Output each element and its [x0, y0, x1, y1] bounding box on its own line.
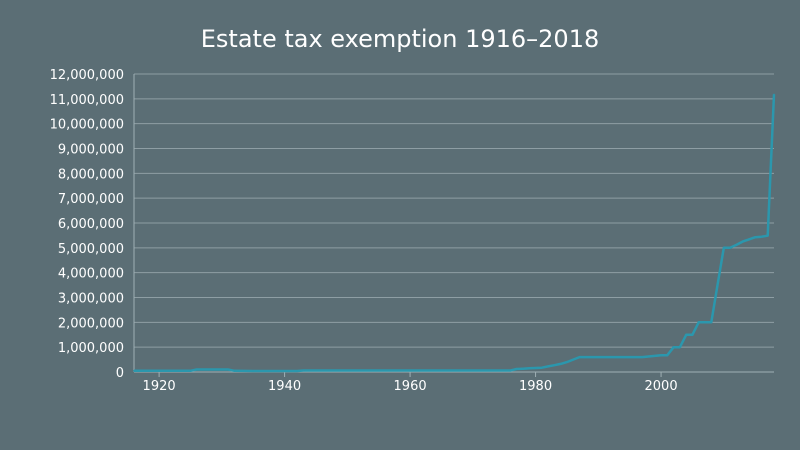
data-point: [189, 370, 192, 372]
data-point: [691, 334, 694, 336]
data-point: [233, 370, 236, 372]
data-point: [528, 367, 531, 370]
data-point: [534, 367, 537, 369]
chart-title: Estate tax exemption 1916–2018: [200, 25, 600, 53]
y-tick-label: 0: [116, 366, 124, 381]
data-point: [716, 284, 719, 286]
y-tick-label: 3,000,000: [58, 292, 124, 307]
data-point: [515, 368, 518, 370]
x-tick-label: 1920: [143, 379, 176, 394]
data-point: [541, 366, 543, 369]
data-point: [685, 334, 687, 336]
data-point: [566, 361, 568, 363]
data-point: [672, 346, 675, 349]
x-tick-label: 1940: [268, 379, 301, 394]
y-tick-label: 5,000,000: [58, 242, 124, 257]
data-point: [522, 367, 524, 370]
data-point: [296, 370, 298, 372]
series-layer: [133, 93, 776, 373]
data-point: [773, 93, 775, 96]
data-point: [647, 355, 650, 358]
y-tick-label: 11,000,000: [50, 93, 124, 108]
data-point: [195, 368, 198, 371]
data-point: [741, 240, 744, 243]
data-point: [710, 321, 713, 324]
data-point: [660, 354, 662, 357]
data-point: [723, 247, 725, 249]
y-tick-label: 6,000,000: [58, 217, 124, 232]
data-point: [302, 369, 305, 372]
data-point: [766, 234, 769, 237]
data-point: [666, 354, 669, 357]
data-point: [547, 365, 549, 368]
data-point: [679, 346, 681, 349]
data-point: [227, 368, 229, 371]
y-tick-label: 2,000,000: [58, 316, 124, 331]
y-tick-label: 1,000,000: [58, 341, 124, 356]
data-point: [729, 247, 731, 249]
y-tick-label: 10,000,000: [50, 118, 124, 133]
data-point: [578, 356, 581, 358]
y-tick-label: 7,000,000: [58, 192, 124, 207]
series-line: [134, 94, 776, 373]
data-point: [760, 235, 763, 238]
data-point: [697, 321, 700, 324]
data-point: [754, 236, 756, 238]
y-tick-label: 4,000,000: [58, 267, 124, 282]
data-point: [572, 358, 574, 361]
data-point: [559, 363, 562, 365]
x-tick-label: 1980: [519, 379, 552, 394]
tick-label-layer: 0 1,000,000 2,000,000 3,000,000 4,000,000 5,0…: [50, 68, 678, 394]
y-tick-label: 12,000,000: [50, 68, 124, 83]
x-tick-label: 1960: [394, 379, 427, 394]
data-point: [509, 369, 512, 372]
x-tick-label: 2000: [645, 379, 678, 394]
y-tick-label: 9,000,000: [58, 143, 124, 158]
data-point: [748, 238, 750, 241]
data-point: [553, 364, 556, 367]
y-tick-label: 8,000,000: [58, 167, 124, 182]
data-point: [133, 370, 135, 372]
axis-layer: [133, 74, 774, 377]
data-point: [252, 370, 254, 372]
data-point: [654, 355, 656, 357]
grid-layer: [134, 73, 774, 348]
data-point: [735, 244, 738, 246]
data-point: [641, 356, 643, 358]
